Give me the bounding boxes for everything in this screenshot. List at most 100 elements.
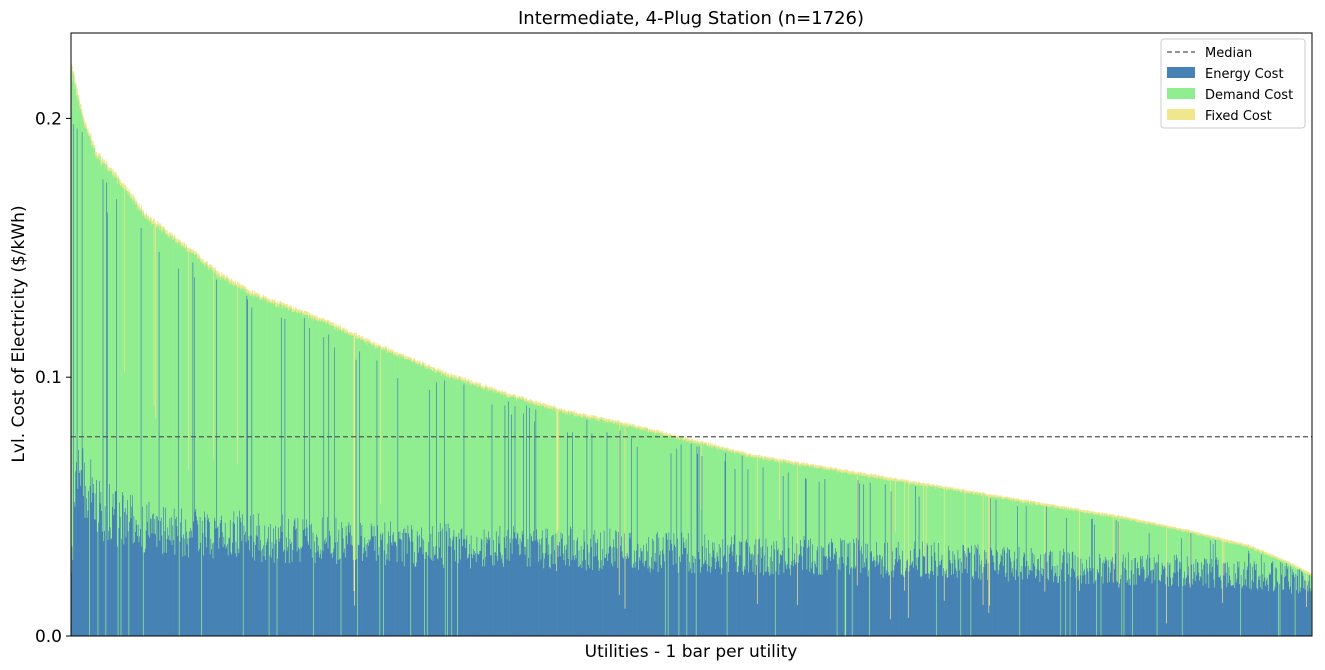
- bar-energy-cost: [1112, 556, 1114, 636]
- bar-fixed-cost: [448, 374, 450, 378]
- bar-fixed-cost: [1244, 544, 1246, 547]
- bar-fixed-cost: [1266, 552, 1268, 556]
- bar-fixed-cost: [518, 397, 520, 400]
- bar-energy-cost: [136, 524, 138, 636]
- bar-fixed-cost: [474, 383, 476, 386]
- bar-energy-cost: [1252, 566, 1254, 636]
- bar-energy-cost: [974, 544, 976, 636]
- bar-fixed-cost: [398, 352, 400, 355]
- bar-energy-cost: [142, 506, 144, 636]
- bar-fixed-cost: [128, 189, 130, 192]
- bar-energy-cost: [617, 568, 619, 636]
- bar-demand-cost: [1183, 531, 1185, 579]
- bar-demand-cost: [197, 259, 199, 525]
- bar-demand-cost: [705, 444, 707, 561]
- bar-fixed-cost: [1212, 536, 1214, 538]
- bar-fixed-cost: [756, 456, 758, 605]
- bar-demand-cost: [1100, 516, 1102, 636]
- bar-energy-cost: [747, 469, 749, 636]
- bar-demand-cost: [331, 326, 334, 558]
- bar-energy-cost: [337, 541, 339, 636]
- bar-energy-cost: [124, 512, 126, 636]
- bar-demand-cost: [141, 211, 143, 547]
- bar-demand-cost: [641, 429, 643, 552]
- bar-fixed-cost: [604, 418, 606, 421]
- bar-fixed-cost: [763, 457, 765, 460]
- bar-fixed-cost: [1006, 496, 1008, 499]
- bar-demand-cost: [769, 461, 771, 576]
- bar-energy-cost: [1035, 578, 1037, 636]
- bar-demand-cost: [681, 437, 683, 533]
- bar-energy-cost: [563, 559, 565, 636]
- bar-fixed-cost: [1086, 510, 1088, 513]
- bar-energy-cost: [1033, 563, 1035, 636]
- bar-fixed-cost: [97, 155, 99, 159]
- bar-fixed-cost: [884, 476, 886, 480]
- bar-demand-cost: [569, 415, 571, 567]
- bar-energy-cost: [145, 530, 147, 636]
- bar-demand-cost: [137, 210, 139, 525]
- bar-energy-cost: [448, 546, 450, 636]
- bar-energy-cost: [797, 562, 799, 636]
- bar-fixed-cost: [620, 422, 622, 426]
- bar-energy-cost: [81, 469, 83, 636]
- bar-demand-cost: [1242, 546, 1244, 587]
- bar-demand-cost: [501, 392, 503, 556]
- bar-fixed-cost: [1194, 531, 1196, 534]
- bar-energy-cost: [740, 542, 742, 636]
- bar-fixed-cost: [283, 303, 285, 307]
- bar-fixed-cost: [768, 456, 770, 459]
- bar-fixed-cost: [404, 355, 406, 359]
- bar-demand-cost: [481, 387, 483, 541]
- bar-demand-cost: [729, 451, 731, 548]
- bar-energy-cost: [666, 533, 668, 636]
- bar-fixed-cost: [776, 458, 778, 461]
- bar-energy-cost: [1020, 571, 1022, 636]
- bar-fixed-cost: [1156, 524, 1158, 527]
- bar-demand-cost: [667, 436, 669, 636]
- bar-demand-cost: [754, 457, 756, 545]
- bar-energy-cost: [823, 556, 825, 636]
- bar-energy-cost: [296, 551, 298, 636]
- bar-fixed-cost: [267, 298, 269, 303]
- bar-demand-cost: [910, 483, 912, 565]
- bar-demand-cost: [1122, 519, 1124, 562]
- bar-demand-cost: [164, 231, 166, 531]
- bar-energy-cost: [745, 541, 747, 636]
- bar-demand-cost: [573, 413, 575, 540]
- bar-fixed-cost: [740, 450, 742, 454]
- bar-fixed-cost: [251, 291, 253, 295]
- bar-demand-cost: [362, 340, 364, 554]
- bar-demand-cost: [513, 396, 515, 533]
- bar-demand-cost: [492, 390, 494, 566]
- bar-fixed-cost: [787, 460, 789, 464]
- bar-energy-cost: [462, 546, 464, 636]
- bar-energy-cost: [1225, 562, 1227, 636]
- bar-energy-cost: [436, 558, 439, 636]
- bar-energy-cost: [280, 526, 282, 636]
- bar-fixed-cost: [113, 174, 115, 179]
- bar-fixed-cost: [522, 396, 524, 399]
- bar-fixed-cost: [1071, 507, 1073, 511]
- bar-demand-cost: [1085, 513, 1087, 584]
- bar-fixed-cost: [697, 439, 699, 443]
- bar-fixed-cost: [1017, 498, 1019, 501]
- bar-fixed-cost: [999, 495, 1001, 498]
- bar-energy-cost: [366, 557, 368, 636]
- bar-fixed-cost: [1249, 545, 1251, 548]
- bar-demand-cost: [344, 333, 347, 558]
- bar-fixed-cost: [1257, 548, 1259, 551]
- bar-demand-cost: [96, 159, 98, 532]
- bar-demand-cost: [1000, 497, 1002, 554]
- bar-energy-cost: [907, 617, 909, 636]
- bar-energy-cost: [531, 536, 533, 636]
- bar-fixed-cost: [327, 320, 329, 323]
- bar-fixed-cost: [143, 213, 145, 216]
- bar-fixed-cost: [1089, 511, 1091, 514]
- bar-fixed-cost: [677, 436, 679, 439]
- bar-fixed-cost: [101, 160, 103, 166]
- bar-fixed-cost: [155, 224, 157, 227]
- bar-demand-cost: [543, 405, 545, 569]
- bar-demand-cost: [288, 310, 290, 519]
- bar-demand-cost: [974, 492, 976, 545]
